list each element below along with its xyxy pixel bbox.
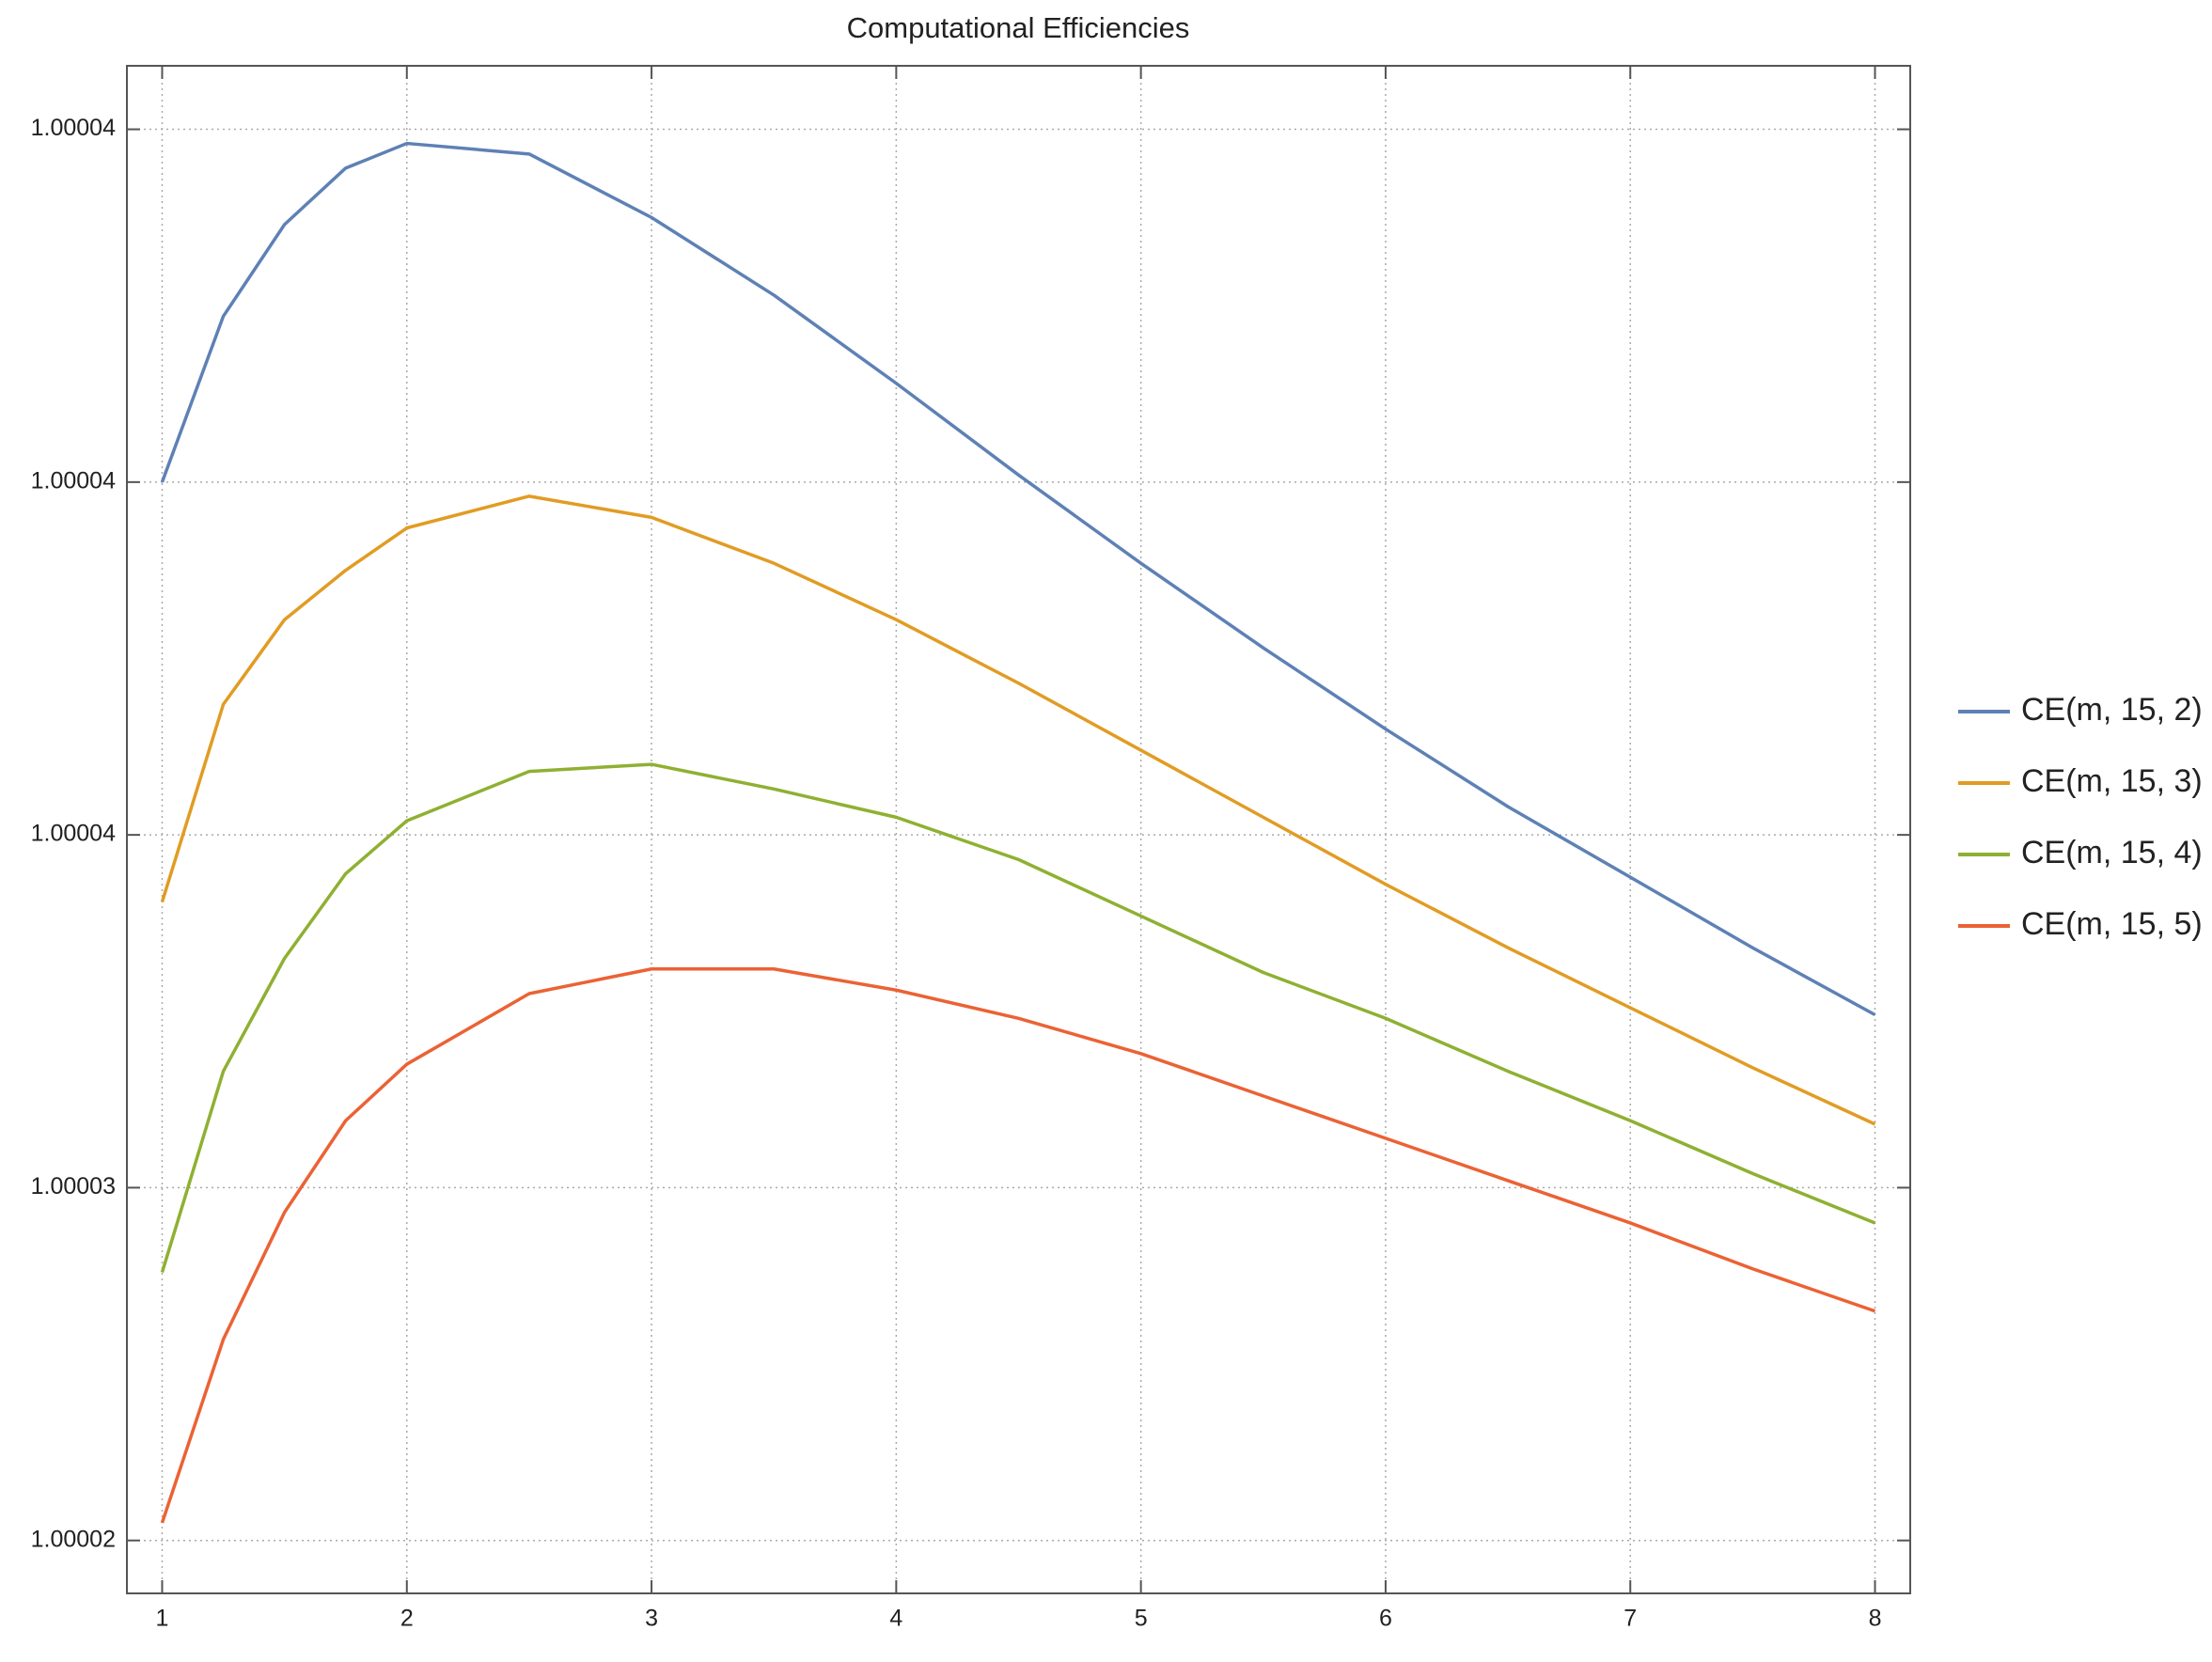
y-tick-label: 1.00004 (31, 115, 116, 141)
legend-label: CE(m, 15, 2) (2021, 692, 2203, 728)
legend-label: CE(m, 15, 3) (2021, 763, 2203, 799)
y-tick-label: 1.00004 (31, 467, 116, 494)
plot-frame (126, 65, 1911, 1594)
series-line (160, 966, 1876, 1524)
x-tick-label: 4 (889, 1606, 902, 1632)
x-tick-label: 2 (400, 1606, 414, 1632)
x-tick-label: 6 (1379, 1606, 1392, 1632)
series-line (160, 141, 1876, 1017)
series-line (160, 494, 1876, 1126)
x-tick-label: 5 (1135, 1606, 1148, 1632)
x-tick-label: 1 (156, 1606, 169, 1632)
x-tick-label: 7 (1624, 1606, 1637, 1632)
chart-title: Computational Efficiencies (847, 11, 1190, 44)
y-tick-label: 1.00003 (31, 1173, 116, 1199)
y-tick-label: 1.00004 (31, 821, 116, 847)
x-tick-label: 3 (645, 1606, 658, 1632)
x-tick-label: 8 (1869, 1606, 1882, 1632)
y-tick-label: 1.00002 (31, 1526, 116, 1552)
series-line (160, 762, 1876, 1273)
legend-label: CE(m, 15, 5) (2021, 906, 2203, 942)
legend-label: CE(m, 15, 4) (2021, 835, 2203, 870)
